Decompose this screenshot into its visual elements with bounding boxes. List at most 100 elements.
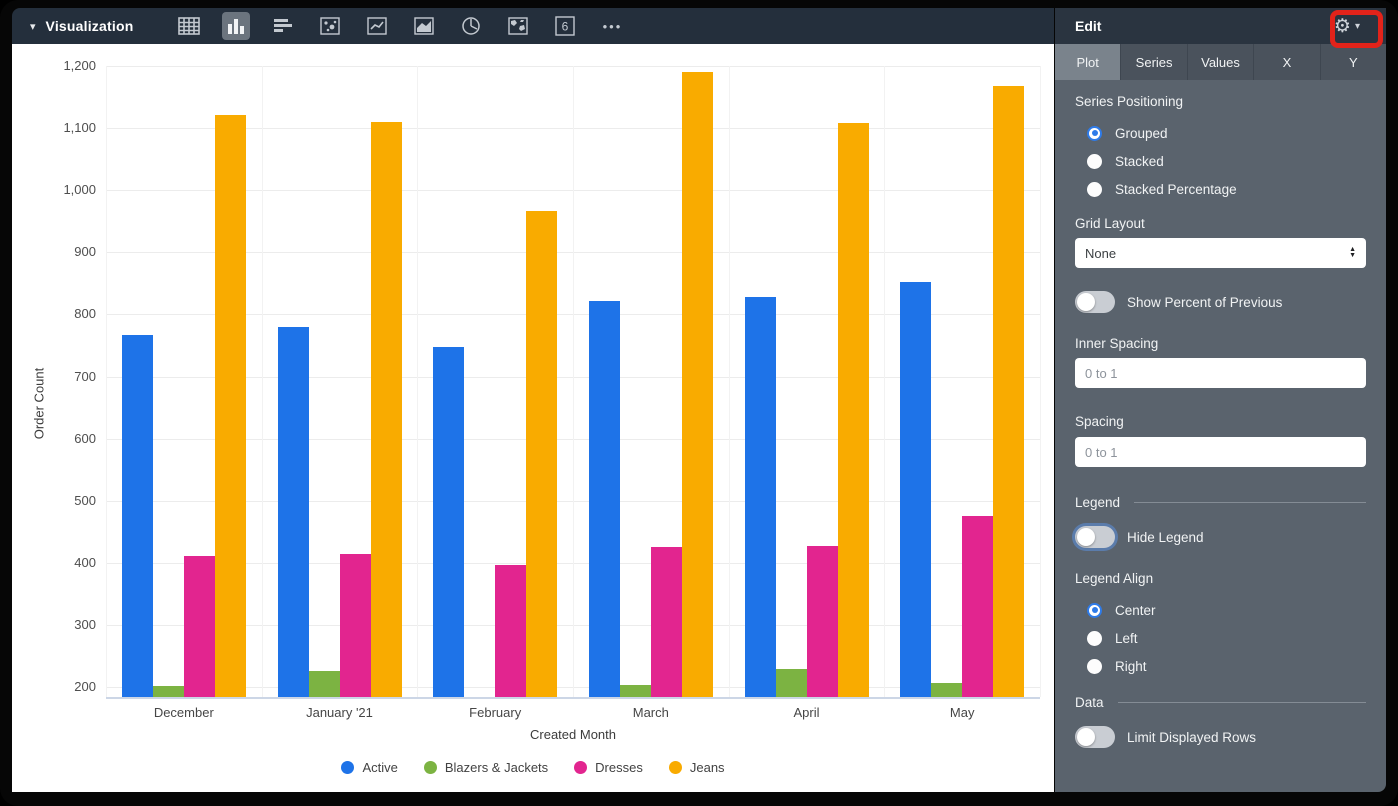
legend-label: Active (362, 760, 398, 775)
y-tick-label: 400 (74, 554, 96, 570)
grid-layout-select[interactable]: None ▲ ▼ (1075, 238, 1366, 268)
radio-right-control[interactable] (1087, 658, 1102, 674)
legend-dot (341, 761, 355, 774)
edit-panel-header: Edit ⚙ ▾ (1055, 8, 1386, 48)
bar-jeans[interactable] (370, 121, 402, 697)
legend-label: Jeans (689, 760, 725, 775)
bar-jeans[interactable] (993, 85, 1025, 697)
bar-active[interactable] (277, 326, 309, 697)
bar-blazers-jackets[interactable] (931, 682, 963, 697)
grid-layout-label: Grid Layout (1075, 216, 1145, 231)
spacing-input[interactable] (1075, 437, 1366, 467)
table-icon[interactable] (175, 12, 203, 40)
radio-right[interactable]: Right (1087, 654, 1366, 678)
section-divider (1134, 501, 1366, 503)
more-icon[interactable]: ••• (602, 18, 623, 34)
chevron-down-icon[interactable]: ▾ (1354, 20, 1360, 32)
pie-chart-icon[interactable] (457, 12, 485, 40)
y-tick-label: 600 (74, 430, 96, 446)
chart-type-switcher: 6 ••• (175, 12, 626, 40)
legend-dot (574, 761, 588, 774)
radio-stacked-percentage-control[interactable] (1087, 181, 1102, 197)
limit-displayed-rows-toggle[interactable] (1075, 726, 1115, 748)
bar-dresses[interactable] (806, 546, 838, 697)
legend-item-blazers-jackets[interactable]: Blazers & Jackets (423, 760, 549, 775)
x-tick-label: April (793, 705, 820, 720)
category-gridline (728, 66, 730, 697)
map-icon[interactable] (504, 12, 532, 40)
y-tick-label: 500 (74, 492, 96, 508)
show-percent-of-previous-toggle-row[interactable]: Show Percent of Previous (1075, 291, 1366, 313)
legend-item-active[interactable]: Active (341, 760, 398, 775)
single-value-icon[interactable]: 6 (551, 12, 579, 40)
series-positioning-label: Series Positioning (1075, 94, 1184, 109)
x-axis-line (106, 697, 1040, 699)
radio-center[interactable]: Center (1087, 598, 1366, 622)
tab-series[interactable]: Series (1121, 44, 1188, 80)
legend-item-jeans[interactable]: Jeans (668, 760, 725, 775)
scatter-icon[interactable] (316, 12, 344, 40)
bar-blazers-jackets[interactable] (775, 669, 807, 697)
inner-spacing-input[interactable] (1075, 358, 1366, 388)
bar-active[interactable] (588, 300, 620, 697)
show-percent-of-previous-toggle[interactable] (1075, 291, 1115, 313)
limit-displayed-rows-toggle-row[interactable]: Limit Displayed Rows (1075, 726, 1366, 748)
x-tick-label: December (153, 705, 214, 720)
radio-center-control[interactable] (1087, 602, 1102, 618)
category-gridline (261, 66, 263, 697)
edit-panel-body: Series Positioning Grouped Stacked Stack… (1055, 80, 1386, 748)
column-chart-icon[interactable] (222, 12, 251, 40)
radio-stacked-percentage[interactable]: Stacked Percentage (1087, 177, 1366, 201)
bar-blazers-jackets[interactable] (619, 684, 651, 697)
data-section-header: Data (1075, 693, 1366, 711)
bar-jeans[interactable] (681, 72, 713, 697)
hide-legend-toggle[interactable] (1075, 526, 1115, 548)
spacing-label: Spacing (1075, 414, 1124, 429)
tab-values[interactable]: Values (1188, 44, 1255, 80)
bar-dresses[interactable] (650, 547, 682, 697)
legend-dot (423, 761, 437, 774)
bar-active[interactable] (900, 281, 932, 697)
category-gridline (417, 66, 419, 697)
bar-blazers-jackets[interactable] (308, 670, 340, 697)
bar-dresses[interactable] (183, 556, 215, 697)
x-axis-title: Created Month (530, 727, 616, 742)
area-chart-icon[interactable] (410, 12, 438, 40)
bar-dresses[interactable] (339, 553, 371, 697)
radio-grouped[interactable]: Grouped (1087, 121, 1366, 145)
bar-active[interactable] (744, 297, 776, 697)
tab-plot[interactable]: Plot (1055, 44, 1122, 80)
radio-grouped-control[interactable] (1087, 125, 1102, 141)
bar-dresses[interactable] (495, 564, 527, 697)
radio-left[interactable]: Left (1087, 626, 1366, 650)
radio-stacked-control[interactable] (1087, 153, 1102, 169)
y-tick-label: 1,200 (63, 58, 96, 73)
legend-label: Dresses (595, 760, 643, 775)
bar-jeans[interactable] (214, 115, 246, 697)
category-gridline (884, 66, 886, 697)
bar-dresses[interactable] (962, 516, 994, 697)
legend-label: Blazers & Jackets (444, 760, 549, 775)
bar-jeans[interactable] (526, 211, 558, 697)
y-tick-label: 700 (74, 368, 96, 384)
line-chart-icon[interactable] (363, 12, 391, 40)
gear-menu-button[interactable]: ⚙ ▾ (1334, 8, 1360, 44)
tab-y[interactable]: Y (1348, 54, 1358, 70)
gear-icon[interactable]: ⚙ (1333, 15, 1351, 37)
tab-x[interactable]: X (1254, 44, 1321, 80)
category-gridline (1040, 66, 1041, 697)
bar-active[interactable] (433, 346, 465, 697)
hide-legend-toggle-row[interactable]: Hide Legend (1075, 526, 1366, 548)
bar-jeans[interactable] (837, 123, 869, 697)
collapse-caret-icon[interactable]: ▾ (30, 20, 36, 33)
radio-stacked[interactable]: Stacked (1087, 149, 1366, 173)
radio-left-control[interactable] (1087, 630, 1102, 646)
bar-blazers-jackets[interactable] (152, 686, 184, 697)
x-tick-label: March (632, 705, 669, 720)
y-tick-label: 900 (74, 244, 96, 260)
visualization-toolbar: ▾ Visualization (12, 8, 1054, 44)
bar-active[interactable] (121, 334, 153, 697)
legend-item-dresses[interactable]: Dresses (574, 760, 643, 775)
bar-chart-icon[interactable] (269, 12, 297, 40)
y-tick-label: 200 (74, 679, 96, 694)
